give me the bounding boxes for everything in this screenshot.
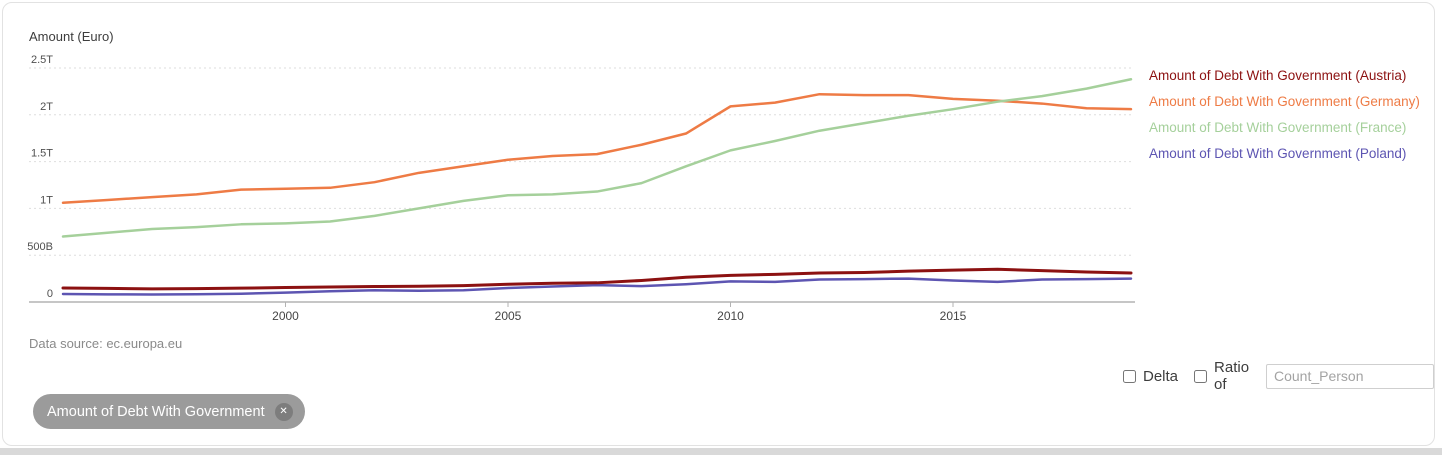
series-line-austria [61,267,1133,291]
x-tick-label: 2010 [717,309,744,323]
delta-label: Delta [1143,367,1179,385]
data-source: Data source: ec.europa.eu [29,336,182,351]
series-line-germany [61,92,1133,205]
y-tick-label: 2T [40,101,53,113]
ratio-control[interactable]: Ratio of [1194,359,1250,393]
x-tick-label: 2015 [940,309,967,323]
y-tick-label: 1.5T [31,148,53,160]
chip-close-button[interactable]: ✕ [274,402,293,421]
legend-item-france: Amount of Debt With Government (France) [1149,120,1407,135]
data-source-prefix: Data source: [29,336,107,351]
ratio-denominator-input[interactable] [1266,363,1434,389]
y-tick-label: 0 [47,288,53,300]
chip-label: Amount of Debt With Government [47,403,265,420]
y-tick-label: 2.5T [31,54,53,66]
delta-checkbox[interactable] [1123,369,1136,383]
chart-controls: Delta Ratio of [1123,359,1434,393]
series-line-france [61,77,1133,238]
y-axis-title: Amount (Euro) [29,29,114,44]
data-source-link[interactable]: ec.europa.eu [106,336,183,351]
chart-card: Amount (Euro) 0 500B 1T 1.5T 2T 2.5T 2000 2005 2… [2,2,1435,446]
y-tick-label: 500B [27,241,53,253]
page-bottom-strip [0,448,1442,455]
x-tick-label: 2005 [495,309,522,323]
timeline-chart: 0 500B 1T 1.5T 2T 2.5T 2000 2005 2010 2015 [27,54,1135,323]
y-tick-label: 1T [40,194,53,206]
ratio-checkbox[interactable] [1194,369,1208,383]
statvar-chip[interactable]: Amount of Debt With Government ✕ [33,394,305,429]
legend-item-austria: Amount of Debt With Government (Austria) [1149,68,1407,83]
chart-legend: Amount of Debt With Government (Austria)… [1149,63,1442,167]
x-tick-label: 2000 [272,309,299,323]
legend-item-poland: Amount of Debt With Government (Poland) [1149,146,1407,161]
delta-control[interactable]: Delta [1123,368,1178,385]
ratio-label: Ratio of [1214,359,1250,393]
series-line-poland [61,277,1133,296]
legend-item-germany: Amount of Debt With Government (Germany) [1149,94,1420,109]
